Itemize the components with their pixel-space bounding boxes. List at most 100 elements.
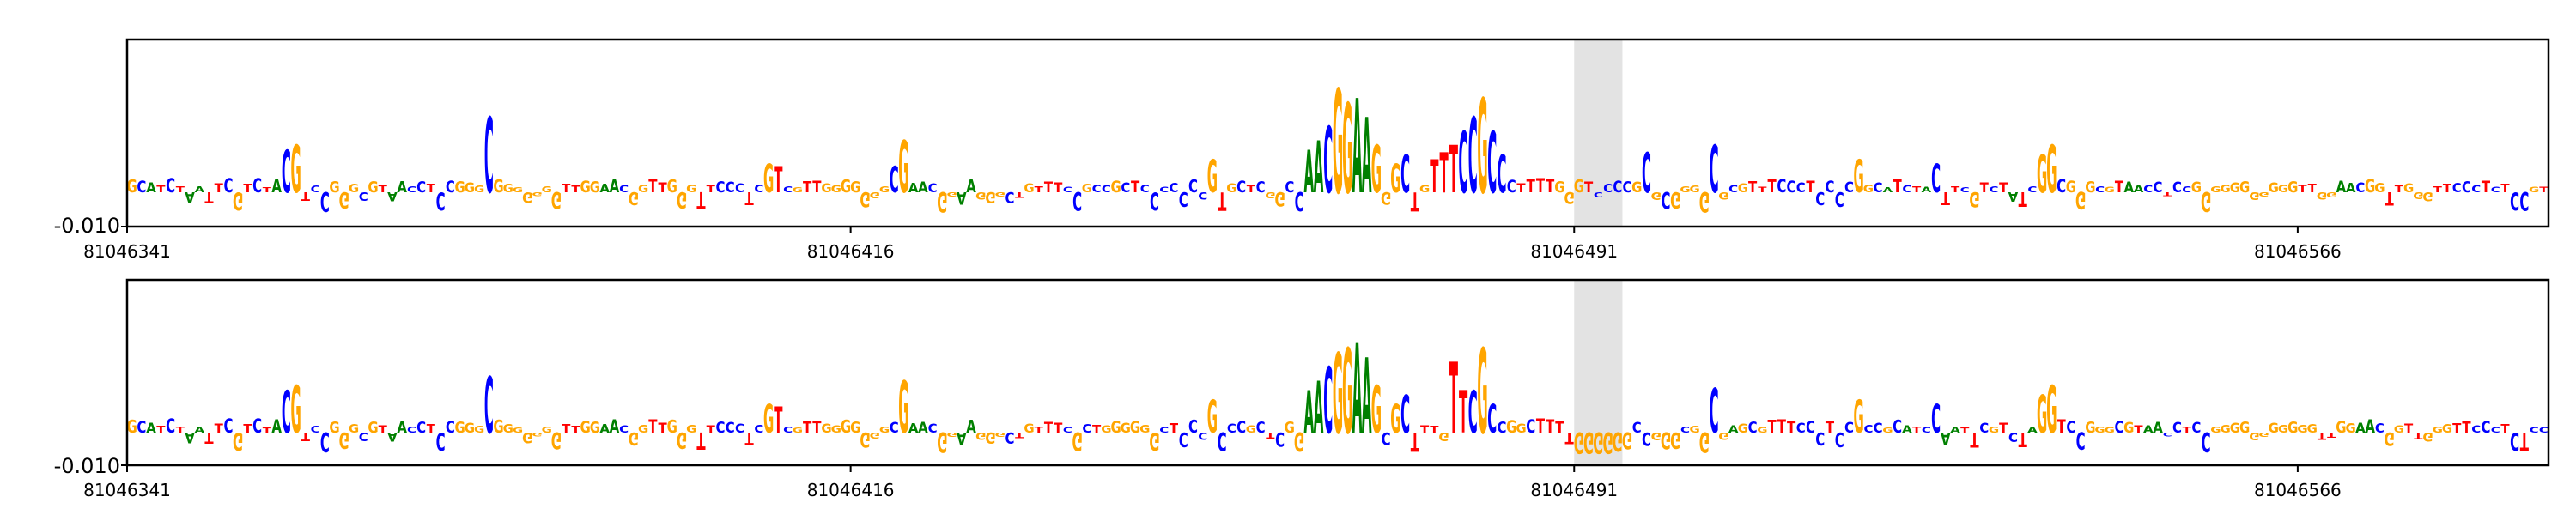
logo-letter-G: G: [2085, 419, 2095, 437]
logo-letter-T: T: [1546, 416, 1554, 437]
logo-letter-T: T: [1430, 151, 1438, 203]
logo-letter-A: A: [1303, 137, 1314, 206]
logo-letter-G: G: [2422, 189, 2433, 202]
logo-letter-C: C: [1382, 427, 1391, 447]
logo-letter-A: A: [1352, 74, 1363, 224]
logo-letter-A: A: [1362, 337, 1372, 457]
logo-letter-G: G: [793, 426, 803, 434]
logo-letter-C: C: [2375, 421, 2385, 436]
logo-letter-T: T: [1546, 176, 1554, 197]
logo-letter-T: T: [1411, 426, 1420, 457]
logo-letter-C: C: [726, 179, 735, 196]
logo-letter-T: T: [156, 185, 165, 195]
logo-letter-G: G: [1130, 417, 1140, 436]
logo-letter-G: G: [126, 177, 137, 197]
logo-letter-C: C: [928, 421, 938, 436]
logo-letter-C: C: [2539, 425, 2549, 434]
logo-letter-C: C: [1526, 417, 1535, 438]
logo-letter-G: G: [590, 419, 600, 437]
logo-letter-G: G: [2046, 133, 2057, 208]
logo-letter-C: C: [783, 185, 793, 194]
logo-letter-G: G: [870, 431, 880, 440]
logo-letter-G: G: [1285, 419, 1295, 437]
logo-letter-G: G: [1854, 151, 1864, 203]
logo-letter-G: G: [2249, 429, 2259, 441]
logo-letter-C: C: [407, 185, 416, 194]
logo-letter-A: A: [957, 427, 967, 446]
logo-letter-C: C: [1863, 423, 1873, 436]
logo-letter-T: T: [1806, 177, 1815, 196]
logo-letter-A: A: [1950, 425, 1960, 435]
logo-letter-C: C: [1218, 426, 1227, 456]
logo-letter-G: G: [2239, 179, 2250, 197]
logo-letter-C: C: [2153, 179, 2162, 196]
logo-letter-G: G: [1294, 426, 1304, 457]
logo-letter-C: C: [1236, 178, 1246, 197]
logo-letter-T: T: [301, 189, 311, 202]
logo-letter-T: T: [696, 427, 706, 454]
logo-letter-C: C: [715, 179, 725, 197]
logo-letter-C: C: [407, 425, 416, 434]
logo-letter-C: C: [1893, 417, 1902, 438]
logo-letter-G: G: [995, 191, 1005, 197]
logo-letter-G: G: [1554, 179, 1564, 196]
logo-letter-G: G: [1390, 397, 1400, 441]
logo-letter-C: C: [1256, 179, 1266, 197]
logo-letter-A: A: [1728, 425, 1739, 436]
logo-letter-T: T: [2134, 424, 2143, 435]
logo-letter-T: T: [1439, 142, 1448, 205]
logo-letter-T: T: [803, 419, 811, 436]
logo-letter-C: C: [928, 181, 938, 196]
logo-letter-G: G: [629, 427, 639, 447]
logo-letter-C: C: [2066, 418, 2075, 437]
logo-letter-T: T: [774, 401, 783, 442]
logo-letter-C: C: [619, 424, 629, 435]
logo-letter-G: G: [2365, 176, 2375, 197]
logo-letter-T: T: [1044, 179, 1053, 196]
logo-letter-C: C: [715, 419, 725, 437]
logo-letter-C: C: [166, 176, 175, 197]
logo-letter-G: G: [580, 418, 591, 437]
x-tick-label: 81046491: [1530, 480, 1618, 500]
logo-letter-A: A: [387, 189, 398, 203]
logo-letter-G: G: [2442, 423, 2452, 436]
logo-letter-G: G: [465, 179, 475, 196]
logo-letter-G: G: [1390, 156, 1400, 201]
logo-letter-G: G: [629, 187, 639, 207]
logo-letter-C: C: [1728, 185, 1738, 196]
logo-letter-T: T: [1035, 185, 1044, 194]
logo-letter-C: C: [359, 429, 368, 442]
logo-letter-T: T: [1092, 423, 1102, 435]
logo-letter-T: T: [1767, 417, 1777, 438]
logo-letter-C: C: [446, 177, 455, 196]
logo-letter-T: T: [156, 425, 165, 435]
logo-letter-G: G: [2046, 373, 2057, 448]
logo-letter-G: G: [2258, 191, 2269, 198]
logo-letter-G: G: [879, 425, 890, 434]
logo-letter-G: G: [465, 420, 475, 436]
logo-letter-T: T: [1826, 418, 1834, 437]
logo-letter-G: G: [1670, 427, 1680, 453]
logo-letter-G: G: [1121, 421, 1131, 437]
logo-letter-G: G: [2191, 179, 2202, 196]
logo-letter-C: C: [890, 161, 899, 202]
logo-letter-G: G: [860, 427, 870, 451]
logo-letter-G: G: [937, 185, 947, 217]
logo-letter-C: C: [2182, 185, 2191, 195]
logo-letter-G: G: [2105, 426, 2115, 434]
logo-letter-G: G: [2230, 421, 2240, 437]
logo-letter-C: C: [2027, 185, 2037, 194]
logo-letter-G: G: [898, 128, 908, 210]
logo-letter-G: G: [2105, 185, 2115, 194]
logo-letter-G: G: [2220, 183, 2230, 195]
logo-letter-G: G: [1651, 429, 1662, 441]
logo-letter-C: C: [252, 416, 262, 437]
logo-letter-G: G: [975, 190, 986, 201]
logo-letter-G: G: [513, 427, 523, 434]
logo-letter-A: A: [194, 185, 204, 194]
logo-letter-G: G: [2422, 429, 2433, 442]
logo-letter-A: A: [908, 180, 919, 196]
logo-letter-T: T: [2500, 423, 2510, 436]
logo-letter-C: C: [2510, 426, 2519, 454]
